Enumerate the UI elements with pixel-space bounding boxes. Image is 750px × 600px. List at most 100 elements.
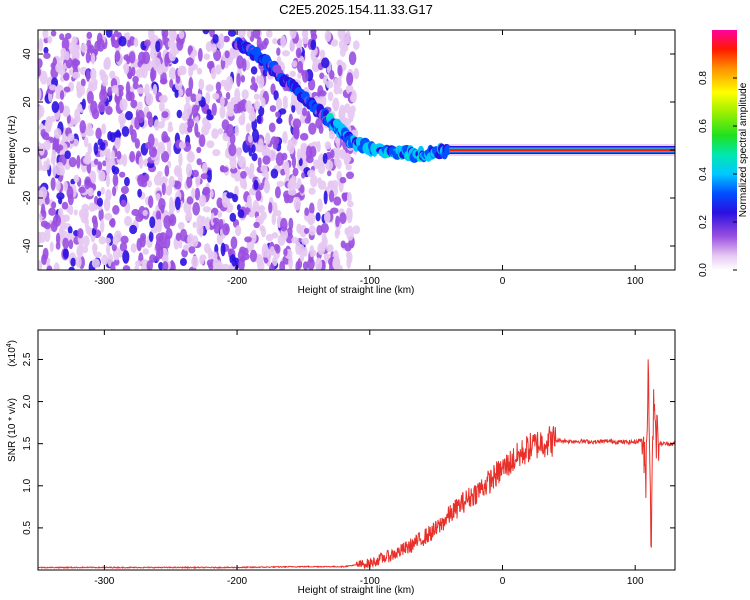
noise-blob: [118, 112, 127, 125]
noise-blob: [172, 31, 178, 40]
noise-blob: [226, 109, 235, 117]
noise-blob: [309, 245, 315, 258]
noise-blob: [98, 208, 104, 222]
noise-blob: [47, 35, 53, 44]
noise-blob: [38, 88, 42, 101]
noise-blob: [114, 50, 121, 63]
noise-blob: [93, 158, 99, 165]
noise-blob: [346, 171, 355, 180]
noise-blob: [260, 164, 268, 173]
noise-blob: [346, 72, 354, 86]
bottom-x-tick-label: -300: [94, 576, 114, 587]
noise-blob: [250, 83, 259, 91]
noise-blob: [158, 262, 164, 270]
noise-blob: [65, 32, 72, 40]
noise-blob: [176, 109, 183, 119]
noise-blob: [129, 150, 136, 163]
noise-blob: [237, 30, 246, 38]
noise-blob: [212, 92, 220, 100]
noise-blob: [318, 90, 327, 97]
noise-blob: [293, 196, 302, 211]
noise-blob: [352, 225, 361, 235]
noise-blob: [306, 110, 311, 123]
noise-blob: [55, 241, 61, 250]
noise-blob: [38, 104, 45, 118]
colorbar: [712, 30, 737, 270]
noise-blob: [259, 225, 265, 232]
noise-blob: [67, 133, 75, 142]
noise-blob: [301, 107, 308, 117]
noise-blob: [147, 115, 154, 128]
noise-blob: [43, 46, 49, 54]
noise-blob: [345, 163, 352, 171]
noise-blob: [142, 209, 148, 216]
noise-blob: [123, 62, 129, 75]
noise-blob: [97, 197, 103, 207]
noise-blob: [150, 227, 159, 234]
noise-blob: [161, 182, 166, 196]
noise-blob: [207, 248, 213, 260]
noise-blob: [112, 186, 117, 197]
noise-blob: [60, 230, 68, 238]
noise-blob: [73, 209, 78, 216]
noise-blob: [40, 203, 46, 217]
noise-blob: [149, 216, 156, 229]
noise-blob: [238, 258, 245, 270]
noise-blob: [345, 30, 351, 39]
noise-blob: [130, 243, 137, 253]
noise-blob: [81, 98, 86, 110]
noise-blob: [50, 30, 57, 37]
noise-blob: [326, 244, 334, 253]
noise-blob: [198, 224, 204, 238]
noise-blob: [176, 38, 184, 51]
noise-blob: [299, 184, 305, 194]
noise-blob: [77, 228, 84, 239]
noise-blob: [336, 158, 341, 166]
top-x-tick-label: -200: [227, 276, 247, 287]
noise-blob: [338, 34, 347, 41]
noise-blob: [68, 157, 77, 168]
noise-blob: [55, 165, 64, 176]
noise-blob: [276, 47, 281, 56]
noise-blob: [51, 101, 60, 113]
noise-blob: [271, 212, 277, 226]
noise-blob: [164, 53, 169, 67]
noise-blob: [317, 242, 326, 256]
noise-blob: [342, 192, 348, 202]
noise-blob: [272, 202, 278, 215]
noise-blob: [251, 229, 257, 239]
noise-blob: [118, 35, 127, 47]
noise-blob: [329, 69, 335, 80]
noise-blob: [334, 229, 340, 239]
noise-blob: [263, 37, 269, 47]
noise-blob: [155, 193, 161, 202]
noise-blob: [328, 129, 336, 140]
top-y-tick-label: 40: [22, 48, 33, 60]
noise-blob: [120, 235, 129, 245]
noise-blob: [109, 70, 116, 80]
noise-blob: [246, 30, 252, 38]
noise-blob: [111, 85, 119, 94]
noise-blob: [229, 132, 236, 145]
noise-blob: [152, 83, 158, 96]
noise-blob: [157, 141, 165, 154]
noise-blob: [253, 221, 260, 229]
noise-blob: [105, 243, 111, 256]
noise-blob: [136, 238, 143, 252]
noise-blob: [153, 173, 163, 186]
noise-blob: [322, 76, 328, 85]
noise-blob: [312, 58, 321, 73]
noise-blob: [252, 199, 260, 211]
noise-blob: [283, 248, 288, 257]
noise-blob: [204, 216, 211, 231]
flat-signal-core: [449, 148, 675, 152]
noise-blob: [241, 111, 246, 125]
noise-blob: [253, 93, 260, 100]
noise-blob: [202, 30, 210, 35]
noise-blob: [58, 196, 63, 205]
noise-blob: [319, 72, 325, 80]
noise-blob: [148, 231, 154, 242]
noise-blob: [137, 188, 143, 198]
noise-blob: [56, 192, 65, 200]
noise-blob: [178, 240, 183, 249]
